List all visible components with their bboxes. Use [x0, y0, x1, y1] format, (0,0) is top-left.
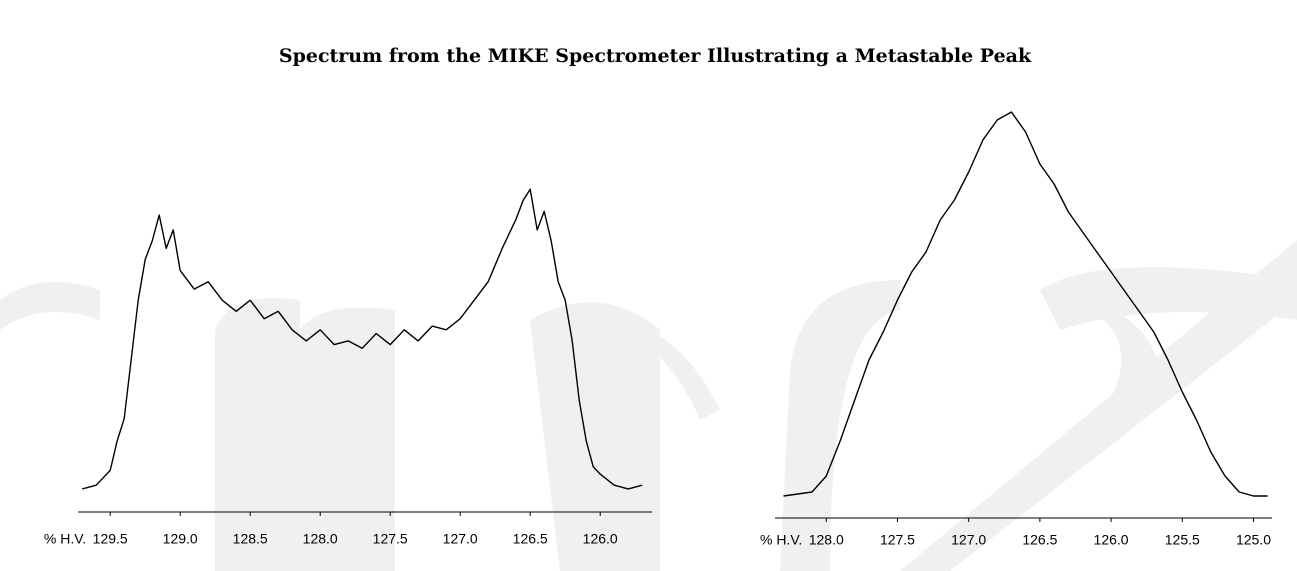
x-tick-label: 127.0	[443, 531, 478, 547]
x-tick-label: 127.5	[373, 531, 408, 547]
chart: Spectrum from the MIKE Spectrometer Illu…	[0, 0, 1297, 571]
x-tick-label: 127.0	[951, 532, 986, 548]
x-tick-label: 126.5	[513, 531, 548, 547]
x-tick-label: 128.5	[233, 531, 268, 547]
x-tick-label: 128.0	[809, 532, 844, 548]
x-tick-label: 129.0	[163, 531, 198, 547]
x-tick-label: 127.5	[880, 532, 915, 548]
x-tick-label: 126.5	[1022, 532, 1057, 548]
x-tick-label: 126.0	[583, 531, 618, 547]
x-axis-label: % H.V.	[760, 532, 802, 548]
chart-title: Spectrum from the MIKE Spectrometer Illu…	[279, 45, 1032, 67]
x-axis-label: % H.V.	[44, 531, 86, 547]
x-tick-label: 126.0	[1094, 532, 1129, 548]
x-tick-label: 129.5	[93, 531, 128, 547]
x-tick-label: 125.0	[1236, 532, 1271, 548]
x-tick-label: 128.0	[303, 531, 338, 547]
x-tick-label: 125.5	[1165, 532, 1200, 548]
